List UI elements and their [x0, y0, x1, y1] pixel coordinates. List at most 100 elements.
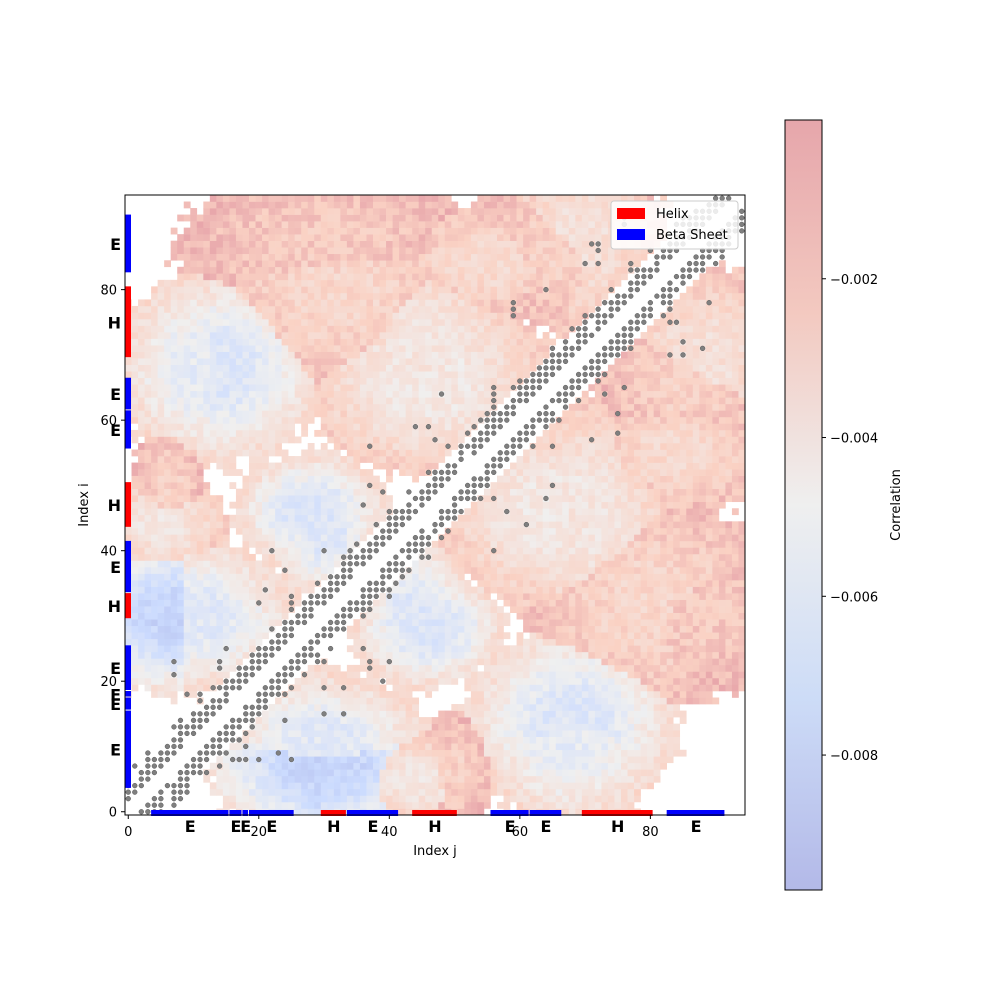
heatmap-cell [386, 403, 393, 411]
heatmap-cell [477, 390, 485, 398]
heatmap-cell [457, 403, 465, 411]
heatmap-cell [235, 775, 243, 783]
heatmap-cell [235, 658, 243, 666]
heatmap-cell [209, 567, 217, 574]
heatmap-cell [470, 645, 478, 653]
heatmap-cell [705, 436, 713, 444]
heatmap-cell [177, 606, 185, 613]
heatmap-cell [477, 527, 485, 535]
heatmap-cell [444, 606, 452, 613]
heatmap-cell [614, 704, 622, 711]
heatmap-cell [673, 560, 681, 568]
heatmap-cell [431, 664, 439, 672]
heatmap-cell [275, 436, 282, 444]
heatmap-cell [673, 482, 681, 489]
heatmap-cell [594, 625, 602, 633]
heatmap-cell [170, 573, 178, 581]
heatmap-cell [536, 469, 543, 476]
heatmap-cell [738, 482, 745, 489]
heatmap-cell [549, 769, 557, 777]
heatmap-cell [555, 423, 563, 431]
heatmap-cell [353, 390, 361, 398]
heatmap-cell [581, 730, 589, 737]
heatmap-cell [562, 717, 570, 724]
heatmap-cell [731, 580, 739, 587]
heatmap-cell [516, 762, 524, 770]
heatmap-cell [581, 788, 589, 796]
heatmap-cell [647, 456, 654, 463]
heatmap-cell [405, 769, 413, 777]
heatmap-cell [183, 567, 191, 574]
heatmap-cell [497, 743, 504, 751]
heatmap-cell [607, 599, 615, 607]
heatmap-cell [614, 403, 622, 411]
heatmap-cell [457, 553, 465, 561]
heatmap-cell [222, 410, 230, 418]
heatmap-cell [470, 599, 478, 607]
heatmap-cell [536, 749, 543, 757]
heatmap-cell [275, 704, 282, 711]
heatmap-cell [412, 625, 419, 633]
heatmap-cell [594, 495, 602, 503]
heatmap-cell [588, 475, 596, 483]
heatmap-cell [562, 495, 570, 503]
heatmap-cell [320, 495, 328, 503]
heatmap-cell [366, 677, 374, 685]
heatmap-cell [588, 782, 596, 790]
heatmap-cell [353, 782, 361, 790]
heatmap-cell [157, 658, 165, 666]
heatmap-cell [327, 475, 335, 483]
heatmap-cell [627, 456, 635, 463]
heatmap-cell [229, 762, 237, 770]
heatmap-cell [594, 567, 602, 574]
heatmap-cell [366, 697, 374, 705]
heatmap-cell [268, 743, 276, 751]
heatmap-cell [588, 788, 596, 796]
heatmap-cell [366, 436, 374, 444]
heatmap-cell [607, 469, 615, 476]
heatmap-cell [320, 756, 328, 764]
heatmap-cell [581, 749, 589, 757]
heatmap-cell [431, 573, 439, 581]
heatmap-cell [568, 723, 576, 731]
heatmap-cell [333, 469, 341, 476]
heatmap-cell [614, 677, 622, 685]
heatmap-cell [262, 436, 269, 444]
heatmap-cell [555, 462, 563, 470]
heatmap-cell [301, 704, 309, 711]
heatmap-cell [249, 456, 256, 463]
heatmap-cell [529, 514, 537, 522]
heatmap-cell [164, 508, 171, 516]
heatmap-cell [301, 403, 309, 411]
heatmap-cell [634, 462, 641, 470]
heatmap-cell [516, 573, 524, 581]
heatmap-cell [281, 423, 289, 431]
heatmap-cell [222, 567, 230, 574]
heatmap-cell [653, 632, 661, 640]
heatmap-cell [666, 553, 674, 561]
heatmap-cell [601, 436, 609, 444]
heatmap-cell [562, 527, 570, 535]
heatmap-cell [144, 390, 152, 398]
heatmap-cell [255, 403, 263, 411]
heatmap-cell [209, 632, 217, 640]
heatmap-cell [196, 632, 204, 640]
heatmap-cell [275, 599, 282, 607]
heatmap-cell [438, 769, 446, 777]
heatmap-cell [614, 606, 622, 613]
heatmap-cell [555, 625, 563, 633]
heatmap-cell [712, 429, 720, 437]
heatmap-cell [405, 677, 413, 685]
heatmap-cell [405, 651, 413, 659]
heatmap-cell [157, 691, 165, 698]
heatmap-cell [144, 462, 152, 470]
heatmap-cell [327, 449, 335, 457]
heatmap-cell [399, 677, 406, 685]
heatmap-cell [203, 462, 211, 470]
heatmap-cell [196, 482, 204, 489]
heatmap-cell [320, 762, 328, 770]
heatmap-cell [621, 795, 628, 803]
heatmap-cell [131, 436, 139, 444]
heatmap-cell [542, 645, 550, 653]
heatmap-cell [725, 495, 733, 503]
